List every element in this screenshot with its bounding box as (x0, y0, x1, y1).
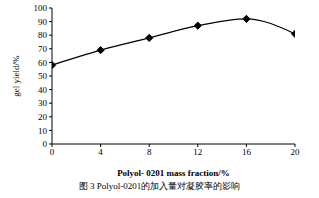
svg-text:12: 12 (193, 147, 202, 157)
svg-text:0: 0 (50, 147, 55, 157)
svg-text:40: 40 (38, 85, 48, 95)
svg-text:0: 0 (43, 139, 48, 149)
svg-text:10: 10 (38, 126, 48, 136)
svg-text:60: 60 (38, 58, 48, 68)
svg-text:90: 90 (38, 17, 48, 27)
svg-text:30: 30 (38, 98, 48, 108)
svg-text:50: 50 (38, 71, 48, 81)
svg-text:100: 100 (34, 3, 48, 13)
html-text:图 3 Polyol-0201的加入量对凝胶率的影响: 图 3 Polyol-0201的加入量对凝胶率的影响 (78, 181, 241, 191)
svg-text:70: 70 (38, 44, 48, 54)
svg-text:16: 16 (242, 147, 252, 157)
svg-text:8: 8 (147, 147, 152, 157)
svg-text:Polyol- 0201 mass fraction/%: Polyol- 0201 mass fraction/% (117, 168, 230, 178)
svg-text:gel yield/%: gel yield/% (11, 55, 21, 97)
svg-text:20: 20 (38, 112, 48, 122)
svg-text:4: 4 (98, 147, 103, 157)
svg-text:80: 80 (38, 30, 48, 40)
svg-text:20: 20 (291, 147, 301, 157)
